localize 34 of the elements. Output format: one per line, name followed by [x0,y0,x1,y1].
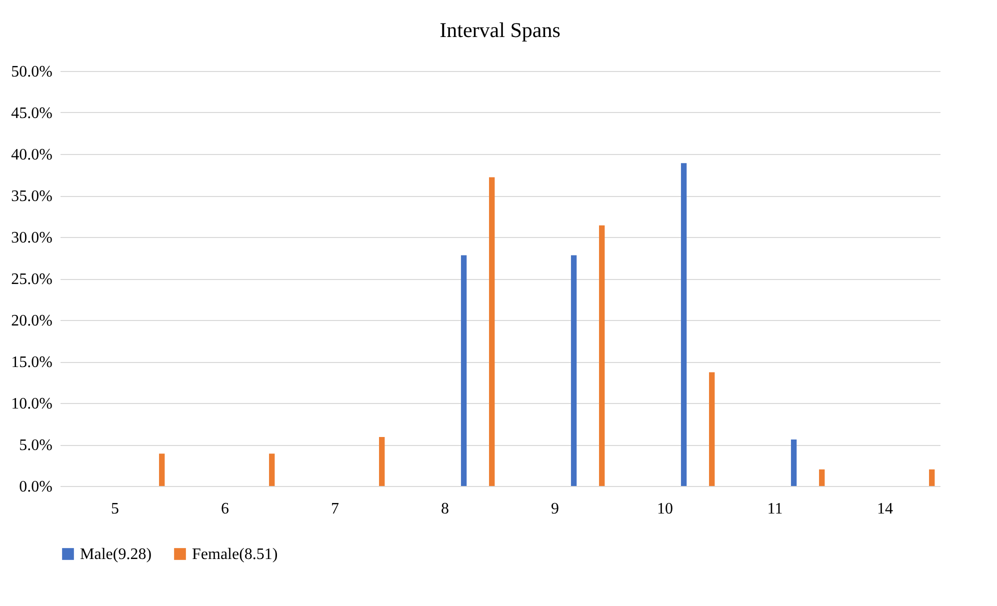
bar [929,469,935,486]
y-tick-label: 10.0% [11,396,52,412]
bar [599,225,605,486]
x-tick-label: 9 [551,500,559,518]
chart-title: Interval Spans [440,18,560,42]
y-tick-label: 40.0% [11,146,52,164]
bar [790,440,797,486]
bar [379,437,385,486]
x-tick-label: 6 [221,500,229,518]
bar [159,454,165,486]
bar [680,163,687,486]
y-tick-label: 35.0% [11,188,52,205]
x-tick-label: 8 [441,500,449,518]
bar [460,255,467,486]
y-tick-label: 30.0% [11,230,52,246]
y-tick-label: 5.0% [19,437,52,454]
x-tick-label: 11 [767,500,783,518]
y-tick-label: 45.0% [11,105,52,122]
bar [709,372,715,486]
y-tick-label: 15.0% [11,354,52,371]
legend-label: Male(9.28) [80,546,152,563]
x-tick-label: 5 [111,500,119,518]
bar [489,177,495,486]
x-tick-label: 7 [331,500,339,518]
bar [819,469,825,486]
y-tick-label: 0.0% [19,478,52,496]
x-tick-label: 10 [657,500,673,518]
y-tick-label: 25.0% [11,271,52,288]
y-tick-label: 20.0% [11,312,52,330]
bar [570,255,577,486]
x-tick-label: 14 [877,500,893,518]
bar [269,454,275,486]
legend-label: Female(8.51) [192,546,278,563]
y-tick-label: 50.0% [11,64,52,80]
